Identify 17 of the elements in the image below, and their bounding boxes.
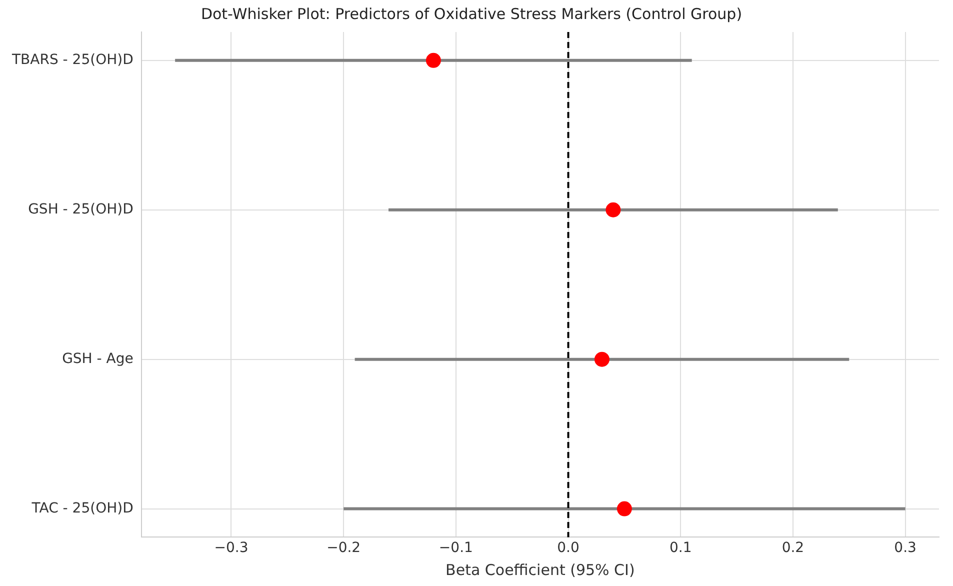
x-tick-label: 0.2	[782, 540, 804, 556]
chart-title: Dot-Whisker Plot: Predictors of Oxidative Stress Markers (Control Group)	[200, 4, 742, 23]
x-tick-label: 0.1	[669, 540, 692, 556]
y-tick-label: TBARS - 25(OH)D	[10, 52, 134, 68]
point	[616, 501, 632, 516]
y-tick-label: TAC - 25(OH)D	[30, 500, 134, 516]
x-axis-title: Beta Coefficient (95% CI)	[446, 560, 635, 579]
y-tick-label: GSH - 25(OH)D	[28, 202, 134, 218]
x-tick-label: 0.0	[557, 540, 580, 556]
point	[426, 52, 441, 68]
point	[606, 202, 621, 218]
point	[594, 352, 610, 367]
x-tick-label: −0.2	[326, 540, 361, 556]
y-tick-label: GSH - Age	[62, 350, 134, 367]
x-tick-label: −0.3	[214, 540, 248, 556]
x-tick-label: 0.3	[894, 540, 916, 556]
x-tick-label: −0.1	[438, 540, 473, 556]
